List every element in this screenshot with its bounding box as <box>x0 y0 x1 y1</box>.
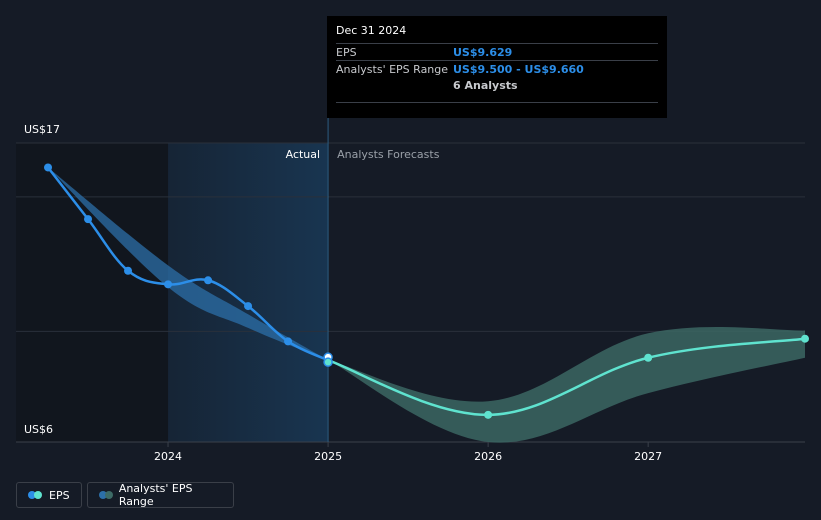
tooltip-eps-row: EPS US$9.629 <box>336 43 658 60</box>
legend-range-label: Analysts' EPS Range <box>118 482 193 508</box>
tooltip-range-value: US$9.500 - US$9.660 <box>453 62 584 76</box>
legend-eps-label: EPS <box>49 488 70 502</box>
series-point-0-1 <box>84 215 93 224</box>
series-line-1 <box>327 337 806 417</box>
tooltip-eps-value: US$9.629 <box>453 45 513 59</box>
tooltip-range-row: Analysts' EPS Range US$9.500 - US$9.660 <box>336 60 658 77</box>
tooltip-analyst-count: 6 Analysts <box>453 78 518 92</box>
series-point-0-3 <box>164 280 173 289</box>
x-tick-label-2027: 2027 <box>634 450 662 463</box>
forecast-section-label: Analysts Forecasts <box>337 148 440 161</box>
hover-marker-eps <box>323 357 333 367</box>
series-point-1-3 <box>801 334 809 343</box>
x-tick-label-2025: 2025 <box>314 450 342 463</box>
tooltip-analysts-row: 6 Analysts <box>336 77 658 93</box>
y-axis-min-label: US$6 <box>24 423 54 436</box>
tooltip-eps-label: EPS <box>336 45 357 59</box>
hover-tooltip: Dec 31 2024 EPS US$9.629 Analysts' EPS R… <box>327 16 667 118</box>
past-shading <box>16 143 169 442</box>
tooltip-range-label: Analysts' EPS Range <box>336 62 449 76</box>
legend-range[interactable]: Analysts' EPS Range <box>87 482 234 508</box>
range-legend-icon <box>99 491 113 499</box>
series-point-0-5 <box>244 302 253 311</box>
x-tick-label-2026: 2026 <box>474 450 502 463</box>
eps-legend-icon <box>28 491 43 499</box>
legend-eps[interactable]: EPS <box>16 482 82 508</box>
series-point-0-0 <box>44 163 53 172</box>
series-point-1-1 <box>484 410 493 419</box>
x-tick-label-2024: 2024 <box>154 450 182 463</box>
y-axis-max-label: US$17 <box>24 123 61 136</box>
series-point-0-6 <box>284 337 293 346</box>
series-point-0-4 <box>204 276 213 285</box>
actual-section-label: Actual <box>286 148 320 161</box>
series-point-0-2 <box>124 266 133 275</box>
forecast-eps-range-band <box>328 326 805 443</box>
series-point-1-2 <box>644 353 653 362</box>
tooltip-date: Dec 31 2024 <box>336 24 407 37</box>
